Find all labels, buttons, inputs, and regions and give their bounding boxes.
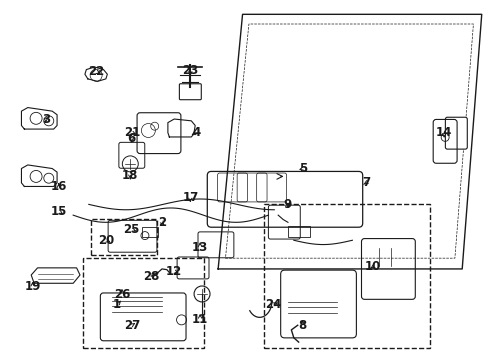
Text: 2: 2 <box>158 216 166 229</box>
Text: 12: 12 <box>166 265 182 278</box>
Text: 19: 19 <box>24 280 41 293</box>
Text: 16: 16 <box>50 180 67 193</box>
Text: 25: 25 <box>123 223 140 236</box>
Text: 26: 26 <box>114 288 130 301</box>
Text: 7: 7 <box>362 176 370 189</box>
Text: 1: 1 <box>113 298 121 311</box>
Text: 11: 11 <box>192 312 208 326</box>
Bar <box>143 228 158 238</box>
Text: 15: 15 <box>50 205 67 218</box>
Text: 13: 13 <box>192 241 208 254</box>
Text: 18: 18 <box>122 169 139 182</box>
Text: 4: 4 <box>192 126 200 139</box>
FancyBboxPatch shape <box>445 117 467 149</box>
Text: 20: 20 <box>98 234 114 247</box>
Bar <box>91 219 157 255</box>
Bar <box>288 225 310 238</box>
Text: 17: 17 <box>182 191 198 204</box>
Text: 28: 28 <box>143 270 159 283</box>
Bar <box>264 204 430 348</box>
Text: 21: 21 <box>123 126 140 139</box>
Text: 10: 10 <box>365 260 381 273</box>
Bar <box>83 258 203 348</box>
Text: 22: 22 <box>88 65 104 78</box>
Text: 27: 27 <box>123 319 140 332</box>
Text: 6: 6 <box>127 132 136 145</box>
Text: 9: 9 <box>284 198 292 211</box>
Text: 5: 5 <box>299 162 308 175</box>
Text: 14: 14 <box>436 126 452 139</box>
Text: 3: 3 <box>42 113 50 126</box>
Text: 23: 23 <box>182 64 198 77</box>
Text: 8: 8 <box>298 319 307 332</box>
Text: 24: 24 <box>265 298 281 311</box>
